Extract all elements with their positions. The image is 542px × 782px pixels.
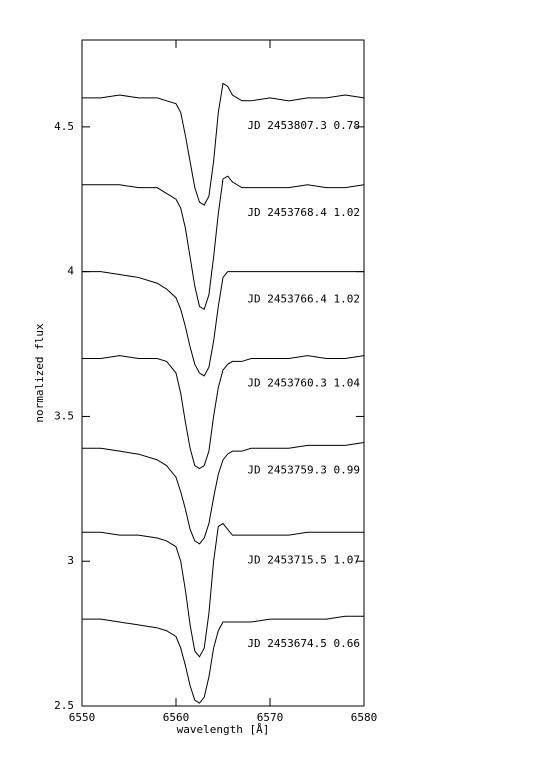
spectrum-label: JD 2453807.3 0.78 xyxy=(247,119,360,132)
y-tick-label: 4 xyxy=(67,265,74,278)
spectrum-label: JD 2453759.3 0.99 xyxy=(247,463,360,476)
x-tick-label: 6570 xyxy=(257,711,284,724)
y-tick-label: 3 xyxy=(67,554,74,567)
y-axis-label: normalized flux xyxy=(33,323,46,423)
spectrum-label: JD 2453768.4 1.02 xyxy=(247,206,360,219)
plot-frame xyxy=(81,39,365,707)
x-tick-label: 6580 xyxy=(351,711,378,724)
spectrum-line xyxy=(82,175,365,311)
spectrum-line xyxy=(82,82,365,206)
spectrum-line xyxy=(82,522,364,658)
spectrum-line xyxy=(82,442,365,545)
spectrum-label: JD 2453674.5 0.66 xyxy=(247,637,360,650)
y-tick-label: 2.5 xyxy=(54,699,74,712)
x-tick-label: 6560 xyxy=(163,711,190,724)
spectrum-line xyxy=(82,355,365,470)
spectrum-line xyxy=(82,615,364,704)
x-tick-label: 6550 xyxy=(69,711,96,724)
x-axis-label: wavelength [Å] xyxy=(177,723,270,736)
spectrum-label: JD 2453760.3 1.04 xyxy=(247,377,360,390)
y-tick-label: 4.5 xyxy=(54,120,74,133)
spectrum-label: JD 2453715.5 1.07 xyxy=(247,553,360,566)
y-tick-label: 3.5 xyxy=(54,409,74,422)
spectrum-line xyxy=(82,271,364,377)
spectrum-label: JD 2453766.4 1.02 xyxy=(247,293,360,306)
